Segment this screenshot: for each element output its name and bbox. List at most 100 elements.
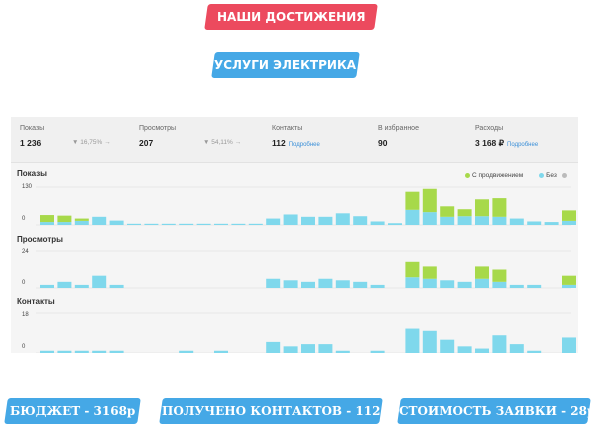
bar-promo <box>492 198 507 217</box>
bar-nopromo <box>440 280 455 288</box>
bar-nopromo <box>475 348 489 353</box>
bar-nopromo <box>40 284 54 288</box>
cost-badge: СТОИМОСТЬ ЗАЯВКИ - 28р <box>397 398 591 424</box>
bar-nopromo <box>57 350 72 353</box>
cost-text: СТОИМОСТЬ ЗАЯВКИ - 28р <box>399 404 591 418</box>
details-link[interactable]: Подробнее <box>288 142 320 148</box>
bar-nopromo <box>509 284 524 288</box>
bar-nopromo <box>353 216 368 225</box>
budget-text: БЮДЖЕТ - 3168р <box>9 404 136 418</box>
bar-nopromo <box>196 223 211 225</box>
stat-expenses: Расходы 3 168 ₽ Подробнее <box>475 125 538 149</box>
budget-badge: БЮДЖЕТ - 3168р <box>4 398 141 424</box>
bar-promo <box>562 275 576 285</box>
bar-nopromo <box>457 281 472 288</box>
y-tick-zero: 0 <box>22 280 26 286</box>
bar-nopromo <box>266 278 281 288</box>
chart-title-views: Просмотры <box>17 235 64 244</box>
bar-nopromo <box>40 222 54 225</box>
bar-nopromo <box>388 223 402 225</box>
stat-views: Просмотры 207 <box>139 125 176 148</box>
bar-nopromo <box>509 344 524 353</box>
legend-nopromo-swatch <box>539 172 545 178</box>
stat-value: 207 <box>139 138 154 148</box>
bar-nopromo <box>40 350 54 353</box>
contacts-text: ПОЛУЧЕНО КОНТАКТОВ - 112 <box>161 404 381 418</box>
bar-nopromo <box>422 278 437 288</box>
subtitle-badge: УСЛУГИ ЭЛЕКТРИКА <box>211 52 360 78</box>
views-chart <box>36 250 576 289</box>
stats-bar: Показы 1 236 ▼ 16,75% → Просмотры 207 ▼ … <box>11 117 578 163</box>
bar-nopromo <box>562 220 576 225</box>
bar-promo <box>405 261 420 278</box>
contacts-chart <box>36 312 576 353</box>
stat-value-text: 3 168 ₽ <box>475 138 505 148</box>
bar-nopromo <box>74 350 89 353</box>
bar-nopromo <box>405 209 420 225</box>
stat-label: В избранное <box>378 125 419 132</box>
bar-promo <box>405 191 420 210</box>
bar-nopromo <box>283 346 298 353</box>
bar-nopromo <box>370 221 385 225</box>
legend-nopromo-label: Без <box>546 172 557 179</box>
bar-nopromo <box>527 284 542 288</box>
bar-nopromo <box>74 284 89 288</box>
stats-panel: Показы 1 236 ▼ 16,75% → Просмотры 207 ▼ … <box>11 117 578 353</box>
bar-nopromo <box>144 223 159 225</box>
subtitle-text: УСЛУГИ ЭЛЕКТРИКА <box>214 58 357 72</box>
bar-nopromo <box>457 216 472 225</box>
bar-nopromo <box>353 281 368 288</box>
bar-nopromo <box>127 223 141 225</box>
bar-promo <box>422 188 437 213</box>
stat-change: ▼ 16,75% → <box>72 139 111 146</box>
bar-promo <box>457 209 472 217</box>
bar-nopromo <box>248 223 263 225</box>
contacts-badge: ПОЛУЧЕНО КОНТАКТОВ - 112 <box>159 398 383 424</box>
bar-nopromo <box>562 337 576 353</box>
stat-label: Контакты <box>272 125 303 132</box>
bar-promo <box>57 215 72 223</box>
bar-nopromo <box>92 275 107 288</box>
bar-nopromo <box>405 328 420 353</box>
bar-nopromo <box>283 280 298 288</box>
bar-nopromo <box>74 220 89 225</box>
info-icon[interactable] <box>561 172 567 178</box>
bar-nopromo <box>266 218 281 225</box>
bar-nopromo <box>92 350 107 353</box>
bar-nopromo <box>214 350 228 353</box>
bar-nopromo <box>179 223 194 225</box>
stat-change: ▼ 54,11% → <box>203 139 242 146</box>
bar-nopromo <box>422 330 437 353</box>
stat-label: Просмотры <box>139 125 176 132</box>
stat-contacts: Контакты 112 Подробнее <box>272 125 320 148</box>
bar-promo <box>74 218 89 221</box>
y-tick-max: 130 <box>22 184 33 190</box>
bar-nopromo <box>492 281 507 288</box>
bar-nopromo <box>318 344 333 353</box>
bar-nopromo <box>214 223 228 225</box>
chart-title-impressions: Показы <box>17 169 47 178</box>
stat-favorites: В избранное 90 <box>378 125 419 148</box>
bar-nopromo <box>318 278 333 288</box>
bar-nopromo <box>109 350 124 353</box>
bar-nopromo <box>370 284 385 288</box>
legend: С продвижением Без <box>465 172 569 179</box>
bar-promo <box>440 206 455 217</box>
bar-nopromo <box>475 278 489 288</box>
stat-value: 112 Подробнее <box>272 138 320 148</box>
details-link[interactable]: Подробнее <box>507 142 539 148</box>
bar-nopromo <box>544 222 559 225</box>
bar-nopromo <box>335 350 350 353</box>
bar-nopromo <box>405 277 420 288</box>
bar-nopromo <box>527 350 542 353</box>
bar-nopromo <box>422 212 437 225</box>
legend-promo-swatch <box>465 172 470 178</box>
title-badge: НАШИ ДОСТИЖЕНИЯ <box>204 4 378 30</box>
bar-nopromo <box>109 284 124 288</box>
stat-value: 1 236 <box>20 138 42 148</box>
y-tick-max: 24 <box>22 249 29 255</box>
bar-nopromo <box>57 222 72 225</box>
stat-label: Показы <box>20 125 45 132</box>
legend-promo-label: С продвижением <box>472 172 524 179</box>
bar-nopromo <box>231 223 246 225</box>
